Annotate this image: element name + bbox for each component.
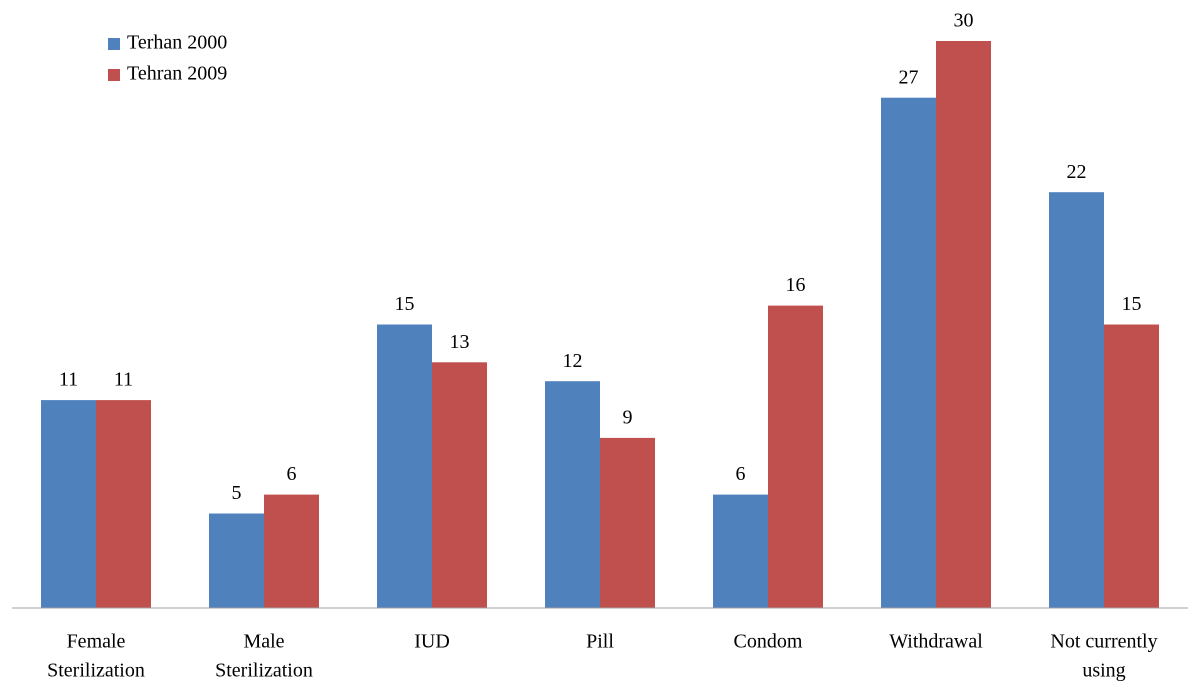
data-label: 11 [114,369,133,391]
x-tick-label: Female [67,631,126,653]
bar [545,381,600,608]
bar [41,400,96,608]
bar [377,324,432,608]
data-label: 11 [59,369,78,391]
legend-swatch [108,38,120,50]
x-tick-label: Sterilization [47,660,145,682]
data-label: 30 [954,10,974,32]
x-tick-label: Not currently [1050,631,1157,653]
data-label: 6 [736,463,746,485]
legend-swatch [108,69,120,81]
data-label: 5 [232,482,242,504]
data-label: 16 [786,274,806,296]
bar [600,437,655,608]
bar [264,494,319,608]
x-tick-label: Withdrawal [889,631,983,653]
legend-label: Terhan 2000 [127,32,227,54]
data-label: 15 [1122,293,1142,315]
data-label: 27 [899,66,919,88]
data-label: 15 [395,293,415,315]
x-tick-label: IUD [414,631,450,653]
bar [432,362,487,608]
x-tick-label: Condom [734,631,803,653]
bar [936,41,991,608]
legend-label: Tehran 2009 [127,63,227,85]
data-label: 13 [450,331,470,353]
data-label: 6 [287,463,297,485]
x-tick-label: Pill [586,631,614,653]
bar [96,400,151,608]
x-tick-label: using [1082,660,1125,682]
bar [881,97,936,608]
data-label: 12 [563,350,583,372]
bar [1104,324,1159,608]
bar [713,494,768,608]
data-label: 22 [1067,161,1087,183]
bar [768,305,823,608]
data-label: 9 [623,406,633,428]
x-tick-label: Male [243,631,284,653]
x-tick-label: Sterilization [215,660,313,682]
bar [1049,192,1104,608]
bar [209,513,264,608]
